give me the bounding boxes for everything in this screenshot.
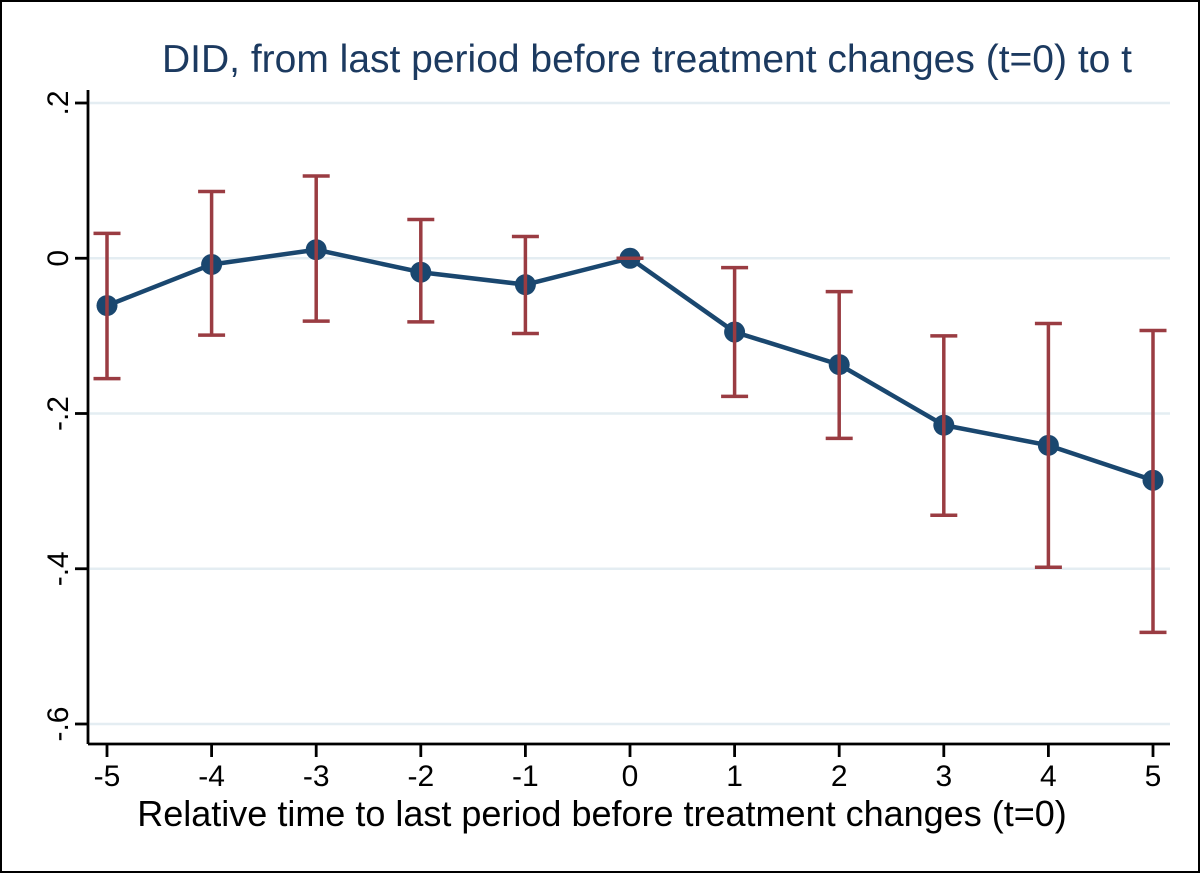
x-tick-label: 5 bbox=[1145, 760, 1162, 793]
series-line-group bbox=[106, 247, 1154, 483]
y-tick-label: -.4 bbox=[42, 551, 75, 586]
x-axis: -5 -4 -3 -2 -1 0 1 2 3 4 5 bbox=[88, 742, 1170, 793]
series-line bbox=[106, 247, 1154, 483]
y-tick-label: -.2 bbox=[42, 396, 75, 431]
y-tick-label: 0 bbox=[42, 250, 75, 267]
y-tick-label: -.6 bbox=[42, 706, 75, 741]
x-tick-label: 0 bbox=[622, 760, 639, 793]
x-tick-label: -2 bbox=[407, 760, 434, 793]
x-tick-label: 1 bbox=[726, 760, 743, 793]
y-axis: .2 0 -.2 -.4 -.6 bbox=[42, 90, 90, 744]
x-axis-title: Relative time to last period before trea… bbox=[137, 793, 1066, 834]
x-tick-label: -1 bbox=[512, 760, 539, 793]
x-tick-label: 3 bbox=[935, 760, 952, 793]
x-tick-label: -3 bbox=[303, 760, 330, 793]
error-bars bbox=[93, 174, 1167, 635]
x-tick-label: -4 bbox=[198, 760, 225, 793]
markers bbox=[96, 239, 1164, 491]
x-tick-label: 2 bbox=[831, 760, 848, 793]
x-tick-label: -5 bbox=[94, 760, 121, 793]
x-tick-label: 4 bbox=[1040, 760, 1057, 793]
y-tick-label: .2 bbox=[42, 90, 75, 115]
chart-title: DID, from last period before treatment c… bbox=[162, 38, 1132, 81]
y-gridlines bbox=[90, 101, 1170, 726]
